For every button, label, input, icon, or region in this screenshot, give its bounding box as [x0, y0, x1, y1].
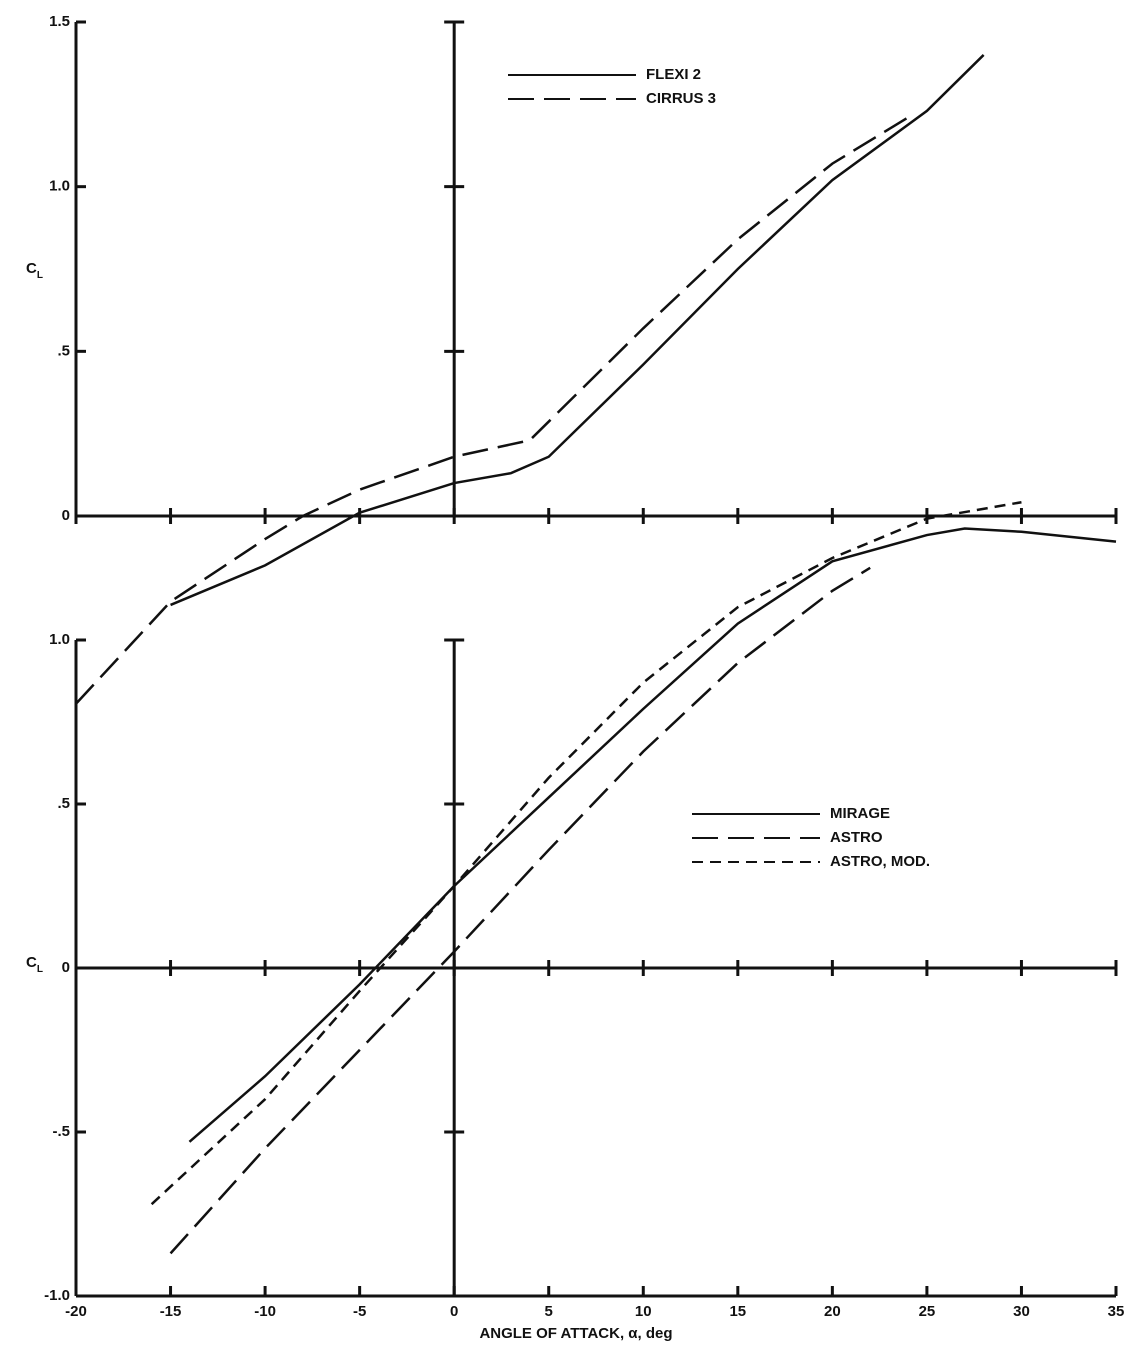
legend-label: CIRRUS 3 — [646, 90, 716, 107]
x-tick-label: 35 — [1108, 1303, 1125, 1320]
legend-label: ASTRO, MOD. — [830, 853, 930, 870]
x-tick-label: 15 — [729, 1303, 746, 1320]
series-line — [188, 527, 1117, 1143]
x-axis-label: ANGLE OF ATTACK, α, deg — [479, 1325, 672, 1342]
x-tick-label: -15 — [160, 1303, 182, 1320]
x-tick-label: 25 — [919, 1303, 936, 1320]
y-label-sub: L — [37, 270, 43, 281]
x-tick-label: -20 — [65, 1303, 87, 1320]
y-tick-label: -.5 — [52, 1123, 70, 1140]
y-tick-label: 1.0 — [49, 631, 70, 648]
legend-label: MIRAGE — [830, 805, 890, 822]
x-tick-label: 10 — [635, 1303, 652, 1320]
x-tick-label: 5 — [545, 1303, 553, 1320]
y-tick-label: -1.0 — [44, 1287, 70, 1304]
series-line — [150, 501, 1022, 1206]
y-tick-label: .5 — [57, 342, 70, 359]
y-label-sub: L — [37, 964, 43, 975]
y-label-main: C — [26, 954, 37, 971]
x-tick-label: 20 — [824, 1303, 841, 1320]
series-line — [169, 566, 871, 1255]
series-line — [75, 116, 909, 705]
y-tick-label: 1.5 — [49, 13, 70, 30]
legend-label: ASTRO — [830, 829, 883, 846]
legend-label: FLEXI 2 — [646, 66, 701, 83]
y-tick-label: 0 — [62, 507, 70, 524]
x-tick-label: -10 — [254, 1303, 276, 1320]
y-axis-label: CL — [26, 260, 43, 281]
y-label-main: C — [26, 260, 37, 277]
y-tick-label: 1.0 — [49, 178, 70, 195]
y-tick-label: .5 — [57, 795, 70, 812]
y-axis-label: CL — [26, 954, 43, 975]
x-tick-label: -5 — [353, 1303, 366, 1320]
x-tick-label: 30 — [1013, 1303, 1030, 1320]
x-tick-label: 0 — [450, 1303, 458, 1320]
series-line — [170, 54, 985, 607]
y-tick-label: 0 — [62, 959, 70, 976]
